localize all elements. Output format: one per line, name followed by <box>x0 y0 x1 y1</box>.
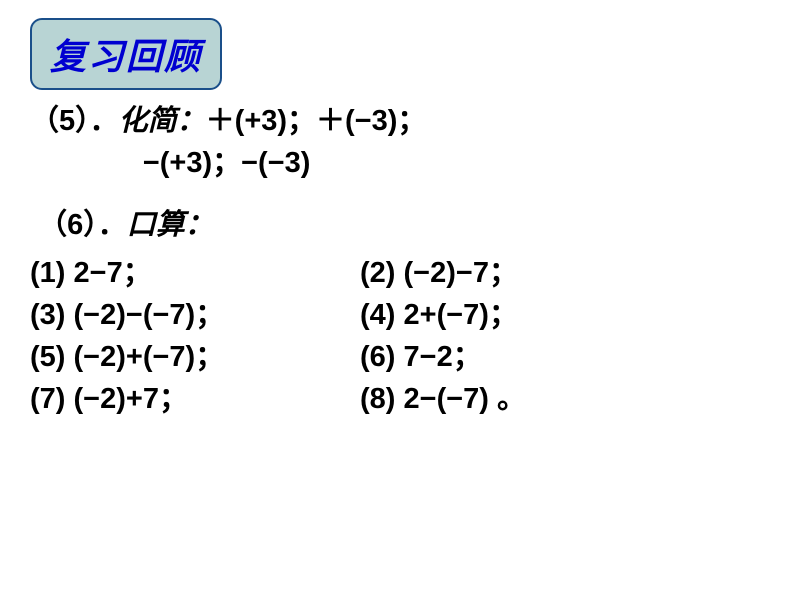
problem-6-label: 口算： <box>127 209 214 241</box>
problem-6-number: （6）． <box>38 209 127 241</box>
sub-row-3: (5) (−2)+(−7)； (6) 7−2； <box>30 336 760 378</box>
problem-5-line2: −(+3)；−(−3) <box>30 142 760 184</box>
sub-8: (8) 2−(−7) 。 <box>360 378 760 420</box>
problem-5-number: （5）． <box>30 105 119 137</box>
content-area: （5）．化简：＋(+3)；＋(−3)； −(+3)；−(−3) （6）．口算： … <box>30 100 760 420</box>
sub-row-4: (7) (−2)+7； (8) 2−(−7) 。 <box>30 378 760 420</box>
problem-5-expr2: −(+3)；−(−3) <box>143 147 311 179</box>
spacer <box>30 184 760 204</box>
sub-row-1: (1) 2−7； (2) (−2)−7； <box>30 252 760 294</box>
sub-3: (3) (−2)−(−7)； <box>30 294 360 336</box>
sub-2: (2) (−2)−7； <box>360 252 760 294</box>
sub-problems: (1) 2−7； (2) (−2)−7； (3) (−2)−(−7)； (4) … <box>30 252 760 420</box>
sub-5: (5) (−2)+(−7)； <box>30 336 360 378</box>
title-box: 复习回顾 <box>30 18 222 90</box>
sub-7: (7) (−2)+7； <box>30 378 360 420</box>
title-text: 复习回顾 <box>50 37 202 77</box>
sub-1: (1) 2−7； <box>30 252 360 294</box>
problem-5-expr1: ＋(+3)；＋(−3)； <box>206 105 427 137</box>
problem-5-label: 化简： <box>119 105 206 137</box>
sub-4: (4) 2+(−7)； <box>360 294 760 336</box>
problem-5-line1: （5）．化简：＋(+3)；＋(−3)； <box>30 100 760 142</box>
sub-row-2: (3) (−2)−(−7)； (4) 2+(−7)； <box>30 294 760 336</box>
sub-6: (6) 7−2； <box>360 336 760 378</box>
problem-6-header: （6）．口算： <box>30 204 760 246</box>
